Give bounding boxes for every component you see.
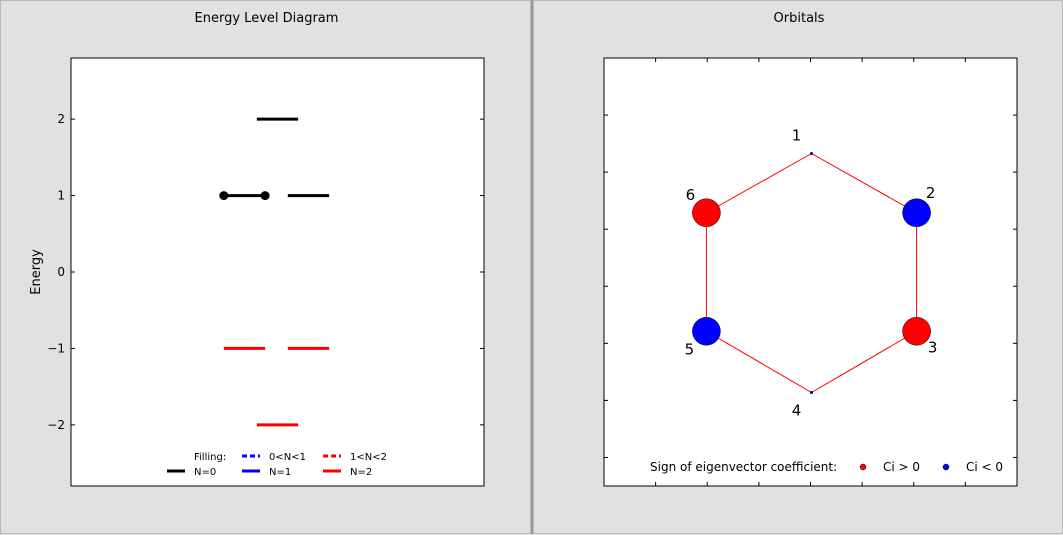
legend-label: 0<N<1 bbox=[269, 452, 306, 463]
bond bbox=[811, 330, 917, 393]
legend-label: 1<N<2 bbox=[350, 452, 387, 463]
legend-label: N=2 bbox=[350, 467, 372, 478]
energy-level-panel: Energy Level Diagram −2 −1 0 1 2 Energy Fillin… bbox=[0, 0, 531, 534]
atom-label: 4 bbox=[792, 402, 802, 420]
plot-area bbox=[603, 57, 1018, 487]
plot-area bbox=[70, 57, 485, 487]
energy-diagram-title: Energy Level Diagram bbox=[194, 11, 339, 26]
legend-positive-label: Ci > 0 bbox=[883, 460, 920, 474]
atom-node bbox=[810, 391, 813, 394]
electron-marker bbox=[260, 191, 270, 201]
bond bbox=[811, 153, 917, 214]
legend-filling-label: Filling: bbox=[194, 452, 226, 463]
atom-node bbox=[692, 198, 721, 227]
atom-node bbox=[692, 317, 721, 346]
legend-positive-marker bbox=[859, 463, 867, 471]
y-axis-label: Energy bbox=[29, 249, 44, 295]
bond bbox=[706, 330, 812, 393]
atom-label: 2 bbox=[926, 184, 936, 202]
orbitals-panel: Orbitals 1 2 3 4 5 6 Sign of eigenvector coeff… bbox=[533, 0, 1063, 534]
atom-label: 1 bbox=[792, 127, 802, 145]
energy-level-chart: −2 −1 0 1 2 Energy Filling: 0<N<1 1<N<2 N=0 N=1 N=2 bbox=[29, 57, 485, 487]
electron-marker bbox=[219, 191, 229, 201]
bond bbox=[706, 153, 812, 214]
legend-negative-marker bbox=[942, 463, 950, 471]
legend-label: N=1 bbox=[269, 467, 291, 478]
atom-node bbox=[902, 198, 931, 227]
y-tick-label: −1 bbox=[47, 341, 65, 355]
orbitals-title: Orbitals bbox=[773, 11, 825, 26]
orbitals-chart: 1 2 3 4 5 6 Sign of eigenvector coefficient: Ci… bbox=[603, 57, 1018, 487]
y-tick-label: 2 bbox=[57, 112, 65, 126]
atom-label: 3 bbox=[928, 338, 938, 356]
y-tick-label: 0 bbox=[57, 265, 65, 279]
atom-label: 6 bbox=[686, 186, 696, 204]
legend-negative-label: Ci < 0 bbox=[966, 460, 1003, 474]
legend-sign-label: Sign of eigenvector coefficient: bbox=[650, 460, 837, 474]
atom-node bbox=[902, 317, 931, 346]
panel-divider[interactable] bbox=[531, 0, 533, 534]
atom-label: 5 bbox=[685, 340, 695, 358]
y-tick-label: −2 bbox=[47, 418, 65, 432]
legend-label: N=0 bbox=[194, 467, 216, 478]
atom-node bbox=[810, 152, 813, 155]
y-tick-label: 1 bbox=[57, 189, 65, 203]
